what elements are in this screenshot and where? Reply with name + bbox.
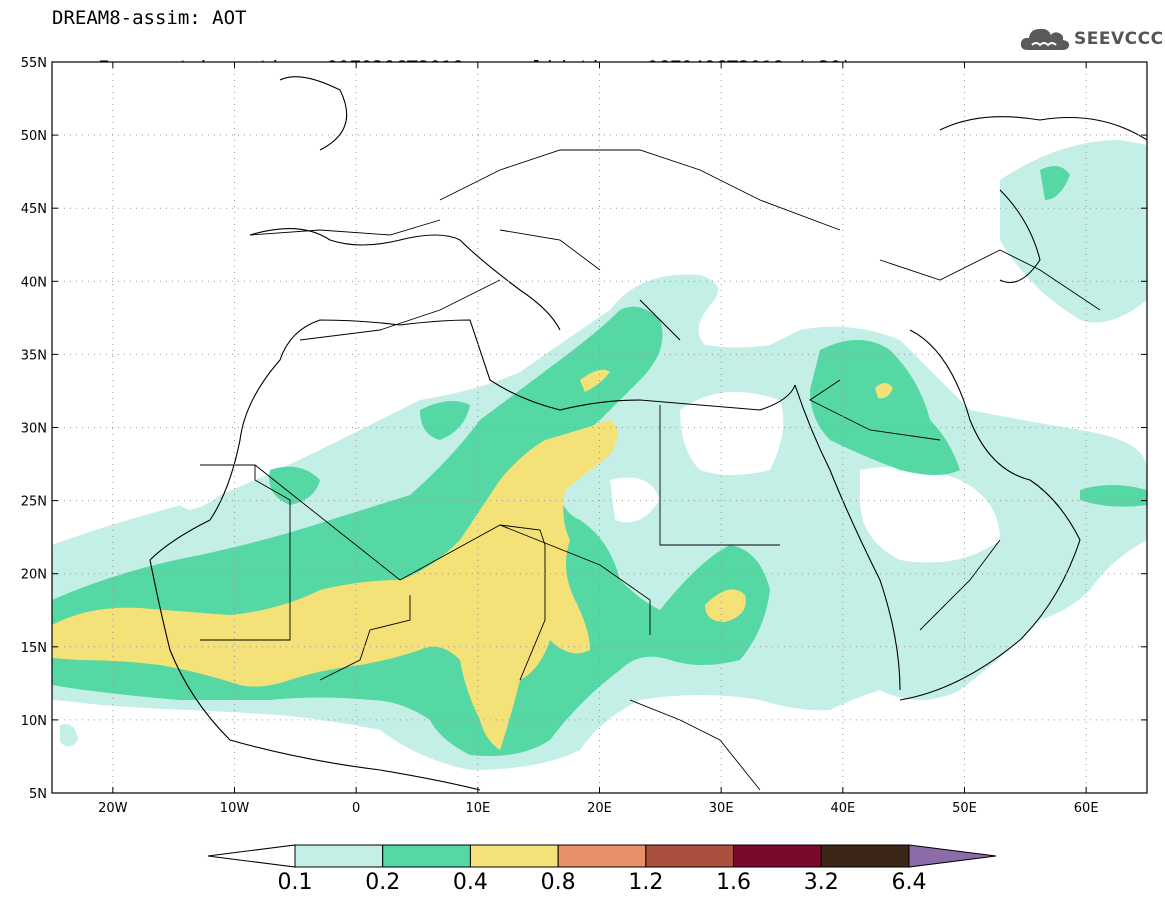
- colorbar-swatch: [557, 844, 647, 868]
- aot-band-0.4: [52, 369, 893, 750]
- graticule: [52, 62, 1147, 793]
- colorbar-swatch: [294, 844, 384, 868]
- lat-label: 40N: [21, 275, 47, 290]
- colorbar-label: 3.2: [803, 870, 839, 895]
- lat-label: 25N: [21, 495, 47, 510]
- colorbar-swatch: [645, 844, 735, 868]
- longitude-labels: 20W 10W 0 10E 20E 30E 40E 50E 60E: [98, 801, 1098, 816]
- lat-label: 5N: [29, 787, 47, 802]
- lon-label: 50E: [952, 801, 977, 816]
- lon-label: 10W: [220, 801, 250, 816]
- colorbar-label: 1.2: [628, 870, 664, 895]
- lat-label: 20N: [21, 568, 47, 583]
- coastlines: [149, 76, 1147, 791]
- latitude-labels: 5N 10N 15N 20N 25N 30N 35N 40N 45N 50N 55N: [21, 56, 47, 802]
- colorbar-swatch: [733, 844, 822, 868]
- lat-label: 50N: [21, 129, 47, 144]
- seevccc-logo: SEEVCCC: [1018, 22, 1164, 56]
- lon-label: 20W: [98, 801, 128, 816]
- lat-label: 10N: [21, 714, 47, 729]
- lat-label: 55N: [21, 56, 47, 71]
- product-title: DREAM8-assim: AOT: [52, 7, 247, 29]
- lat-label: 15N: [21, 641, 47, 656]
- lat-label: 35N: [21, 348, 47, 363]
- colorbar-high-arrow: [908, 844, 997, 868]
- lat-label: 30N: [21, 422, 47, 437]
- lat-label: 45N: [21, 202, 47, 217]
- colorbar-label: 0.1: [277, 870, 313, 895]
- lon-label: 0: [352, 801, 360, 816]
- colorbar-swatch: [469, 844, 559, 868]
- colorbar-low-arrow: [207, 844, 296, 868]
- lon-label: 10E: [465, 801, 490, 816]
- colorbar-swatch: [820, 844, 910, 868]
- axis-ticks: [52, 61, 1147, 794]
- colorbar-label: 1.6: [716, 870, 752, 895]
- lon-label: 20E: [587, 801, 612, 816]
- lon-label: 60E: [1074, 801, 1099, 816]
- lon-label: 40E: [830, 801, 855, 816]
- colorbar-swatch: [382, 844, 471, 868]
- colorbar: [207, 844, 997, 868]
- colorbar-label: 0.4: [452, 870, 488, 895]
- aot-clear-areas: [160, 392, 1000, 563]
- colorbar-label: 0.2: [365, 870, 401, 895]
- colorbar-label: 0.8: [540, 870, 576, 895]
- colorbar-label: 6.4: [891, 870, 927, 895]
- lon-label: 30E: [709, 801, 734, 816]
- cloud-icon: [1020, 28, 1070, 50]
- logo-text: SEEVCCC: [1074, 29, 1164, 49]
- country-boundaries: [200, 149, 1101, 791]
